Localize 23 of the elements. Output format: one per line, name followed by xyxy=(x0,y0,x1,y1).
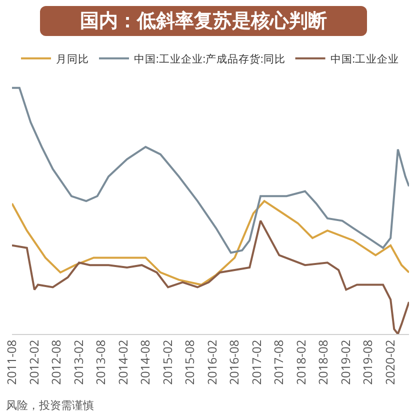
x-tick-label: 2014-08 xyxy=(136,340,154,385)
x-tick-label: 2017-08 xyxy=(270,340,288,385)
x-tick-label: 2017-02 xyxy=(248,340,266,385)
x-tick-label: 2020-02 xyxy=(381,340,398,385)
x-tick-label: 2013-08 xyxy=(92,340,109,385)
legend-label: 中国:工业企业 xyxy=(330,52,400,66)
x-tick-label: 2016-08 xyxy=(226,340,243,385)
x-tick-label: 2011-08 xyxy=(2,340,20,385)
x-tick-label: 2012-02 xyxy=(25,340,42,385)
legend-label: 月同比 xyxy=(56,52,89,66)
x-tick-label: 2015-02 xyxy=(158,340,176,385)
x-tick-label: 2013-02 xyxy=(70,340,87,385)
x-tick-label: 2019-02 xyxy=(337,340,354,385)
legend-label: 中国:工业企业:产成品存货:同比 xyxy=(134,52,286,66)
x-tick-label: 2012-08 xyxy=(48,340,65,385)
x-tick-label: 2014-02 xyxy=(114,340,132,385)
chart-title: 国内：低斜率复苏是核心判断 xyxy=(40,6,367,36)
x-tick-label: 2015-08 xyxy=(180,340,198,385)
x-tick-label: 2019-08 xyxy=(359,340,376,385)
x-tick-label: 2016-02 xyxy=(203,340,220,385)
x-tick-label: 2018-08 xyxy=(314,340,332,385)
x-tick-label: 2018-02 xyxy=(292,340,310,385)
text: 风险，投资需谨慎 xyxy=(6,398,94,413)
